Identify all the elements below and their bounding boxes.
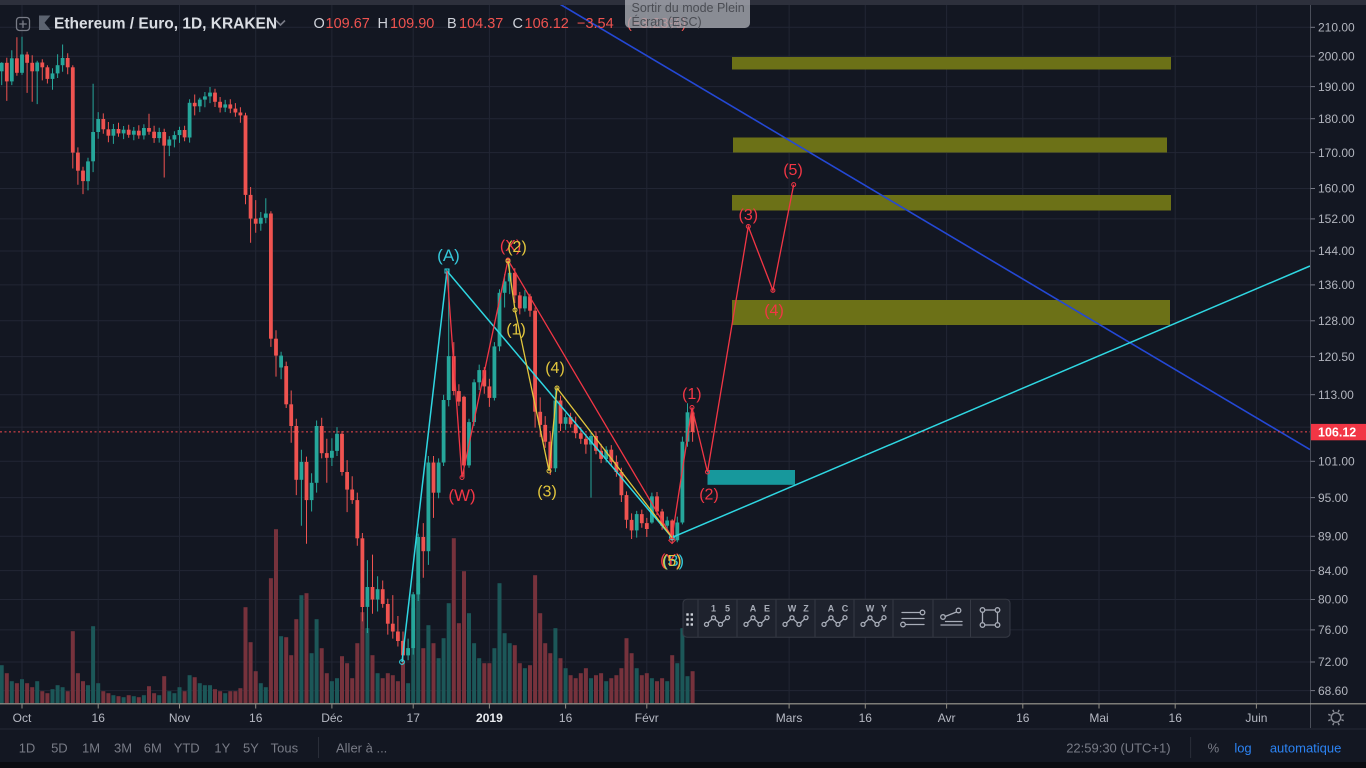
- svg-text:1: 1: [711, 604, 716, 614]
- svg-text:95.00: 95.00: [1318, 491, 1348, 505]
- svg-text:(3): (3): [537, 484, 557, 501]
- svg-text:(1): (1): [682, 386, 702, 403]
- svg-text:22:59:30 (UTC+1): 22:59:30 (UTC+1): [1066, 741, 1170, 756]
- svg-text:E: E: [764, 604, 770, 614]
- svg-text:Ethereum / Euro, 1D, KRAKEN: Ethereum / Euro, 1D, KRAKEN: [54, 16, 277, 33]
- svg-text:Nov: Nov: [169, 711, 190, 725]
- svg-text:5D: 5D: [51, 741, 68, 756]
- svg-text:Avr: Avr: [938, 711, 956, 725]
- svg-text:(4): (4): [764, 303, 784, 320]
- svg-text:1M: 1M: [82, 741, 100, 756]
- svg-text:1D: 1D: [19, 741, 36, 756]
- svg-text:170.00: 170.00: [1318, 146, 1355, 160]
- svg-text:109.90: 109.90: [390, 16, 434, 32]
- svg-text:A: A: [828, 604, 835, 614]
- svg-text:16: 16: [92, 711, 106, 725]
- svg-text:Y: Y: [881, 604, 887, 614]
- svg-text:152.00: 152.00: [1318, 212, 1355, 226]
- svg-text:YTD: YTD: [174, 741, 200, 756]
- svg-text:(A): (A): [437, 246, 460, 265]
- svg-text:6M: 6M: [144, 741, 162, 756]
- svg-text:113.00: 113.00: [1318, 388, 1354, 402]
- svg-text:%: %: [1208, 741, 1220, 756]
- svg-text:144.00: 144.00: [1318, 244, 1355, 258]
- svg-text:16: 16: [249, 711, 263, 725]
- svg-text:(2): (2): [507, 239, 527, 256]
- svg-text:(1): (1): [506, 322, 526, 339]
- svg-text:68.60: 68.60: [1318, 684, 1348, 698]
- svg-text:C: C: [842, 604, 849, 614]
- svg-text:3M: 3M: [114, 741, 132, 756]
- svg-text:−3.54: −3.54: [577, 16, 614, 32]
- svg-text:17: 17: [407, 711, 421, 725]
- svg-text:16: 16: [559, 711, 573, 725]
- svg-text:A: A: [750, 604, 757, 614]
- svg-text:84.00: 84.00: [1318, 564, 1348, 578]
- svg-text:(Y): (Y): [660, 552, 681, 569]
- svg-text:(5): (5): [662, 553, 682, 570]
- svg-text:Z: Z: [803, 604, 809, 614]
- svg-text:W: W: [788, 604, 797, 614]
- svg-text:16: 16: [1169, 711, 1183, 725]
- svg-text:B: B: [447, 16, 457, 32]
- svg-text:76.00: 76.00: [1318, 623, 1348, 637]
- svg-text:O: O: [314, 16, 325, 32]
- svg-text:128.00: 128.00: [1318, 314, 1355, 328]
- svg-text:5: 5: [725, 604, 730, 614]
- svg-text:Oct: Oct: [13, 711, 32, 725]
- svg-text:80.00: 80.00: [1318, 593, 1348, 607]
- svg-text:5Y: 5Y: [243, 741, 259, 756]
- svg-text:210.00: 210.00: [1318, 21, 1355, 35]
- svg-text:1Y: 1Y: [214, 741, 230, 756]
- svg-text:106.12: 106.12: [1318, 425, 1356, 439]
- svg-text:72.00: 72.00: [1318, 655, 1348, 669]
- svg-text:109.67: 109.67: [326, 16, 370, 32]
- svg-text:(2): (2): [699, 487, 719, 504]
- svg-text:Févr: Févr: [635, 711, 659, 725]
- svg-text:101.00: 101.00: [1318, 455, 1355, 469]
- svg-text:(4): (4): [545, 360, 565, 377]
- svg-text:(5): (5): [783, 162, 803, 179]
- svg-text:log: log: [1234, 741, 1251, 756]
- svg-text:104.37: 104.37: [459, 16, 503, 32]
- svg-text:200.00: 200.00: [1318, 49, 1355, 63]
- svg-text:2019: 2019: [476, 711, 503, 725]
- svg-text:(W): (W): [448, 486, 475, 505]
- svg-text:(X): (X): [500, 238, 521, 255]
- svg-text:106.12: 106.12: [525, 16, 569, 32]
- svg-text:Juin: Juin: [1245, 711, 1267, 725]
- svg-text:H: H: [378, 16, 388, 32]
- svg-text:136.00: 136.00: [1318, 278, 1355, 292]
- svg-text:W: W: [866, 604, 875, 614]
- svg-text:16: 16: [859, 711, 873, 725]
- svg-text:automatique: automatique: [1270, 741, 1342, 756]
- svg-text:Tous: Tous: [271, 741, 299, 756]
- svg-text:C: C: [513, 16, 523, 32]
- svg-text:16: 16: [1016, 711, 1030, 725]
- svg-text:160.00: 160.00: [1318, 182, 1355, 196]
- svg-text:Déc: Déc: [321, 711, 342, 725]
- svg-text:Mars: Mars: [776, 711, 803, 725]
- svg-text:89.00: 89.00: [1318, 530, 1348, 544]
- svg-text:Mai: Mai: [1089, 711, 1108, 725]
- svg-text:(3): (3): [739, 207, 759, 224]
- svg-text:120.50: 120.50: [1318, 350, 1355, 364]
- svg-text:Aller à ...: Aller à ...: [336, 741, 387, 756]
- svg-text:180.00: 180.00: [1318, 112, 1355, 126]
- svg-text:(B): (B): [663, 553, 684, 570]
- svg-text:190.00: 190.00: [1318, 80, 1355, 94]
